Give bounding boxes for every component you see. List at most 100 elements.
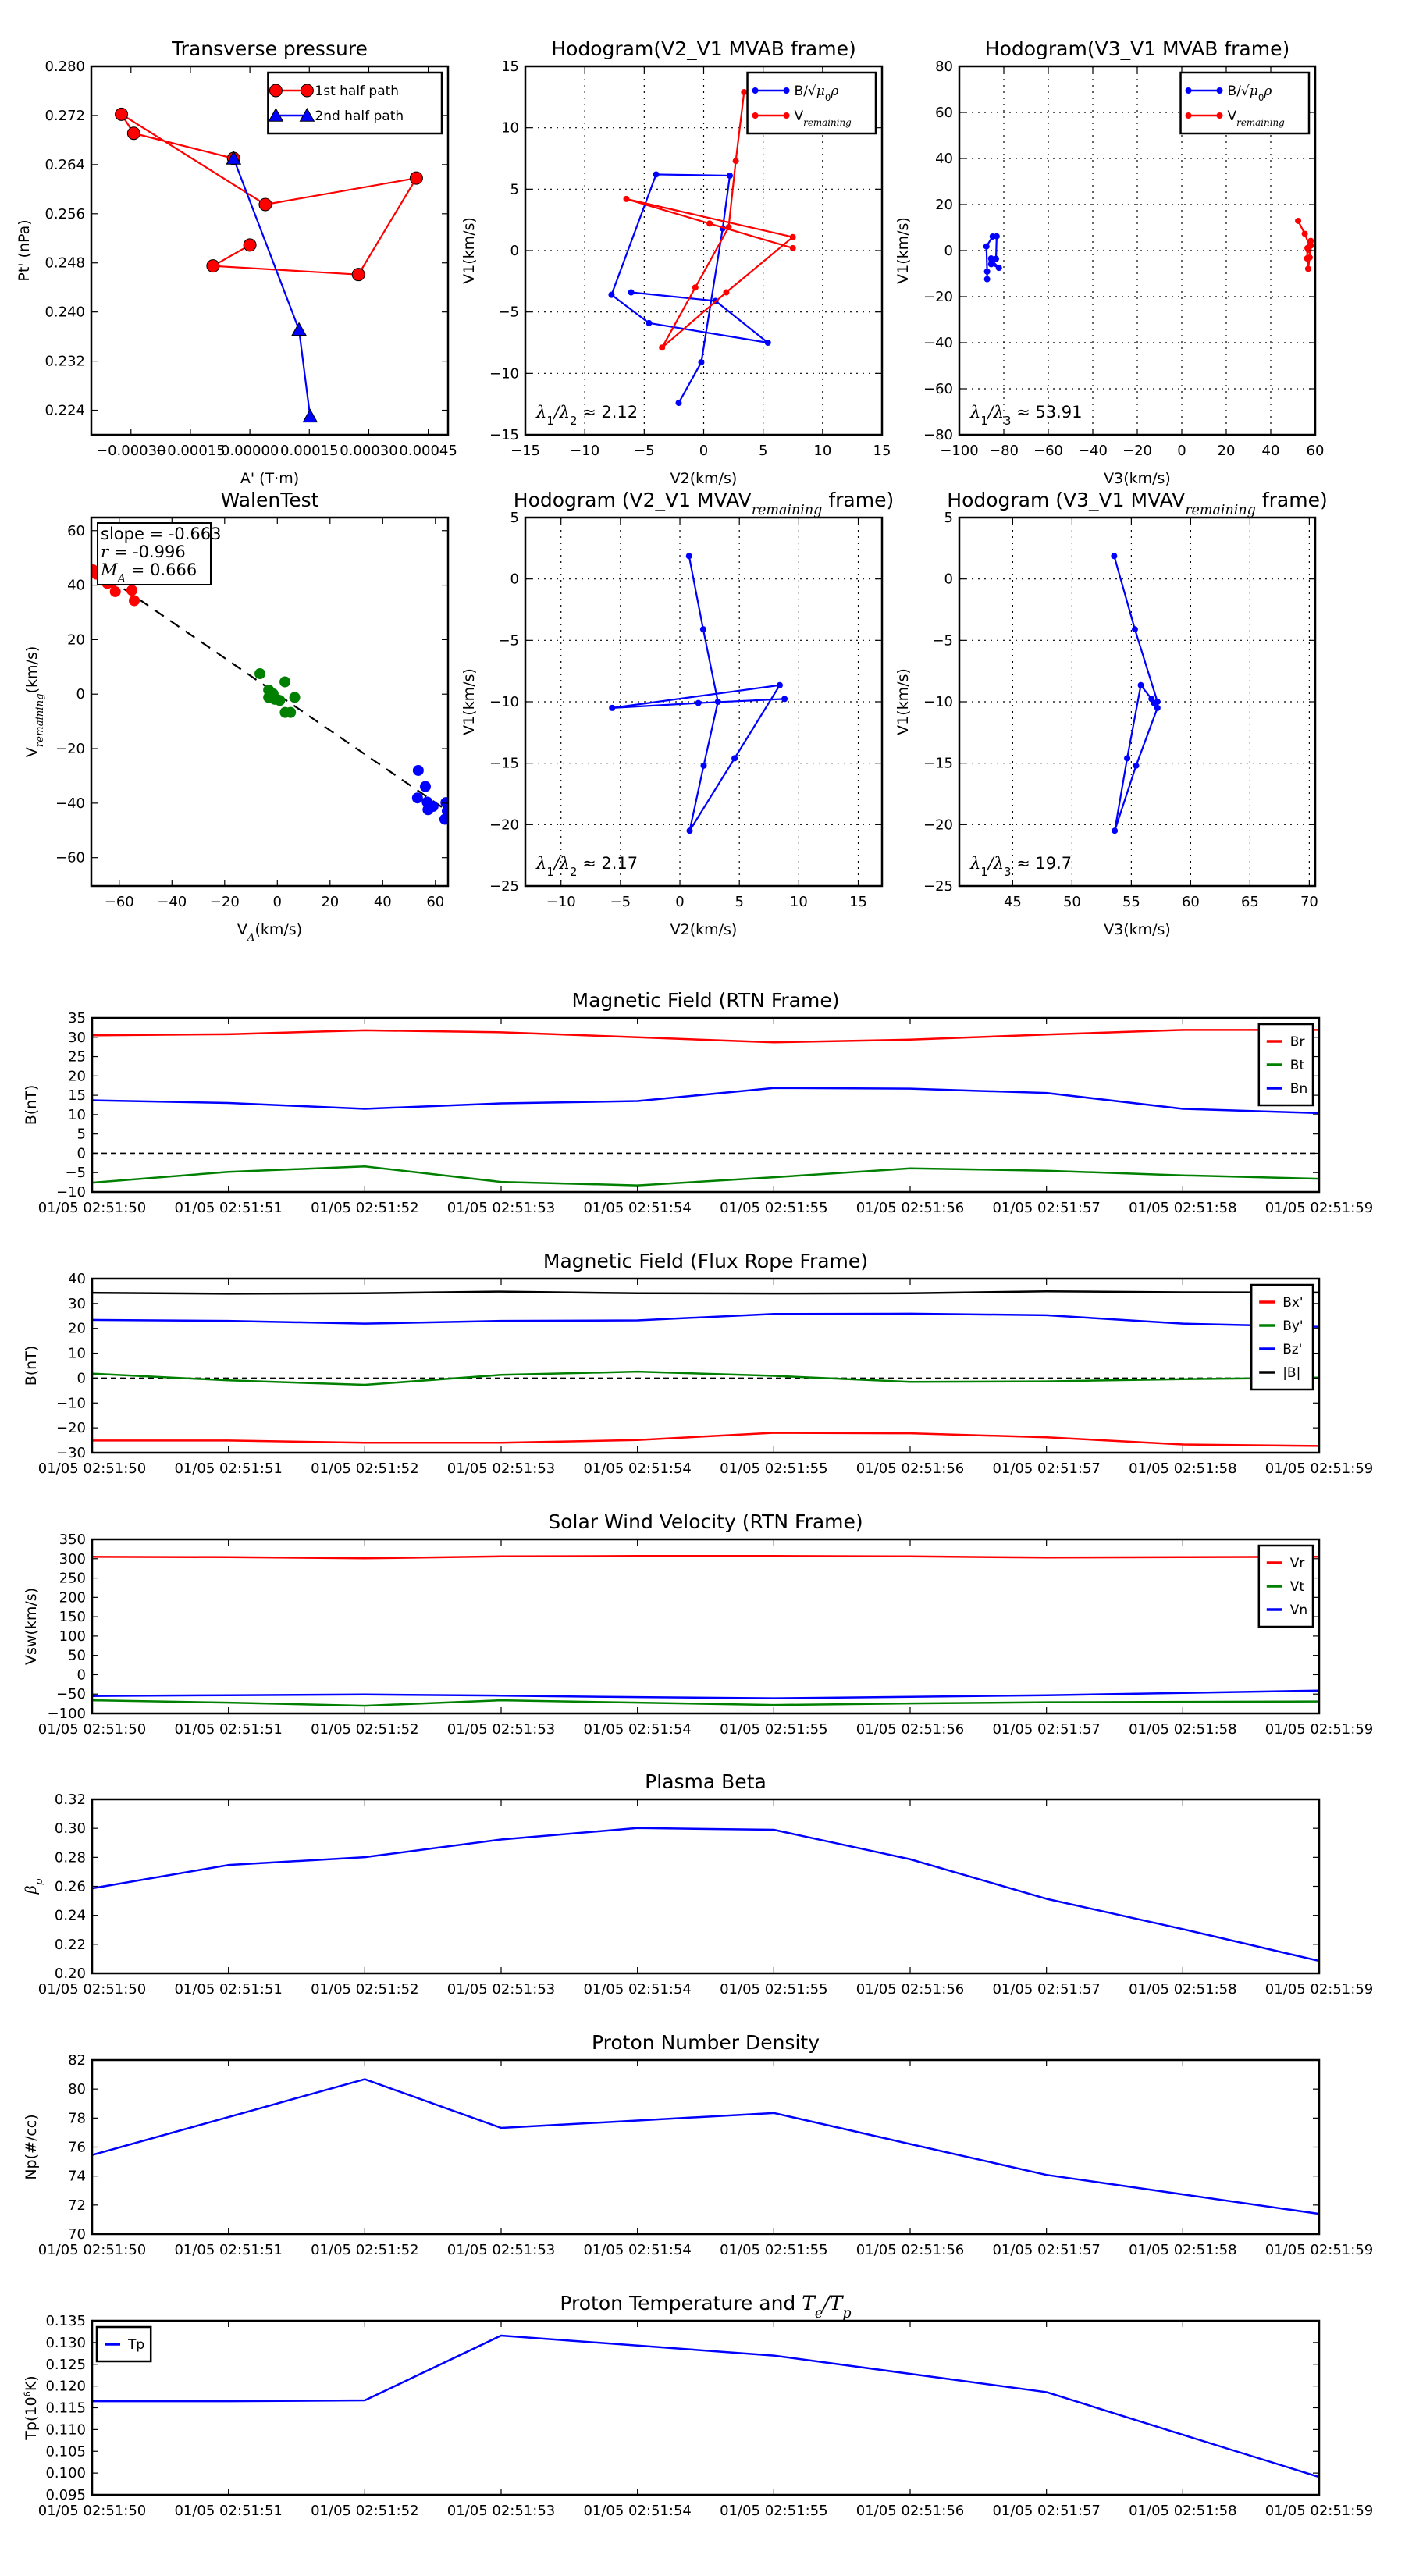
circle-marker	[279, 676, 291, 688]
legend-box	[267, 71, 443, 135]
x-tick-label: 01/05 02:51:54	[583, 1721, 691, 1738]
x-tick-label: 5	[759, 443, 767, 459]
chart-hodogram-v2-v1-mvab: −15 −10 −5 0 5 10 15−15−10−5051015Hodogram(V2_…	[461, 37, 891, 487]
series-0	[92, 1827, 1319, 1962]
y-tick-label: 0.30	[55, 1820, 86, 1837]
dot-marker	[983, 243, 990, 250]
y-axis-label: Tp(106K)	[22, 2375, 40, 2440]
circle-marker	[126, 126, 140, 141]
dot-marker	[714, 699, 721, 705]
circle-marker	[129, 595, 140, 607]
y-tick-label: 40	[67, 578, 85, 594]
dot-marker	[692, 284, 699, 291]
text-segment: = 0.666	[126, 560, 197, 579]
y-tick-label: 0.110	[45, 2421, 86, 2438]
text-segment: 2	[570, 866, 577, 879]
x-tick-label: 01/05 02:51:59	[1265, 1721, 1373, 1738]
y-tick-label: 300	[59, 1551, 86, 1567]
dot-marker	[608, 291, 615, 298]
plot-area	[92, 1029, 1319, 1187]
dot-marker	[1304, 265, 1311, 272]
series-0	[1111, 553, 1161, 834]
plot-area	[609, 553, 788, 834]
axes-frame	[90, 516, 450, 888]
dot-marker	[993, 233, 1000, 240]
text-segment: λ	[535, 403, 546, 422]
dot-marker	[725, 224, 732, 231]
series-line	[92, 1370, 1319, 1386]
x-tick-label: 0.00030	[340, 443, 397, 459]
x-tick-label: 60	[1182, 894, 1200, 910]
text-segment: K)	[23, 2375, 40, 2391]
series-0	[983, 233, 1002, 283]
x-tick-label: −10	[570, 443, 599, 459]
x-tick-label: 45	[1004, 894, 1022, 910]
legend-entry: |B|	[1259, 1365, 1300, 1381]
y-tick-label: 0	[77, 1667, 86, 1683]
x-tick-label: 0	[699, 443, 708, 459]
x-tick-label: 01/05 02:51:55	[720, 1461, 827, 1477]
text-segment: A	[116, 572, 126, 585]
triangle-marker	[299, 107, 315, 122]
circle-marker	[254, 668, 266, 680]
text-segment: V	[795, 109, 804, 124]
y-axis-label: βp	[23, 1878, 45, 1895]
legend-label: Br	[1290, 1034, 1305, 1050]
x-tick-label: −10	[546, 894, 576, 910]
x-axis: 01/05 02:51:50 01/05 02:51:51 01/05 02:51:…	[38, 2321, 1373, 2519]
y-axis-label: B(nT)	[23, 1346, 40, 1386]
axes-frame	[91, 1538, 1321, 1715]
x-tick-label: 01/05 02:51:58	[1129, 2503, 1236, 2519]
text-segment: ≈ 53.91	[1011, 403, 1082, 422]
dot-marker	[1216, 112, 1223, 119]
dot-marker	[699, 626, 706, 633]
eigenvalue-ratio-annotation: λ1/λ2 ≈ 2.12	[535, 403, 638, 428]
y-tick-label: 30	[68, 1296, 86, 1312]
y-axis: 0.20 0.22 0.24 0.26 0.28 0.30 0.32	[55, 1791, 1319, 1982]
legend: Vr Vt Vn	[1257, 1544, 1314, 1628]
x-axis: 01/05 02:51:50 01/05 02:51:51 01/05 02:51:…	[38, 1018, 1373, 1216]
x-tick-label: 01/05 02:51:56	[856, 1721, 964, 1738]
series-line	[92, 2078, 1319, 2215]
text-segment: /	[987, 403, 995, 422]
x-tick-label: 01/05 02:51:50	[38, 2503, 146, 2519]
legend: B/√μ0ρ Vremaining	[1179, 71, 1311, 135]
legend-entry: 1st half path	[269, 84, 399, 99]
text-segment: μ	[1250, 84, 1258, 99]
x-axis: 01/05 02:51:50 01/05 02:51:51 01/05 02:51:…	[38, 1279, 1373, 1477]
text-segment: /	[553, 854, 561, 873]
plot-area	[92, 2078, 1319, 2215]
dot-marker	[1305, 247, 1312, 254]
plot-area	[92, 2334, 1319, 2478]
triangle-marker	[291, 322, 307, 336]
text-segment: r	[101, 543, 110, 561]
x-tick-label: 5	[735, 894, 743, 910]
text-segment: 0	[825, 92, 831, 103]
text-segment: remaining	[1236, 117, 1285, 128]
y-tick-label: 0.28	[55, 1849, 86, 1866]
y-tick-label: 0.240	[44, 304, 85, 321]
y-tick-label: 0	[510, 571, 519, 588]
y-tick-label: 5	[510, 181, 519, 197]
chart-title: Hodogram (V3_V1 MVAVremaining frame)	[947, 489, 1327, 518]
x-tick-label: 01/05 02:51:57	[992, 1461, 1100, 1477]
y-tick-label: 40	[68, 1271, 86, 1287]
plot-area	[92, 1827, 1319, 1962]
dot-marker	[752, 87, 759, 94]
x-tick-label: −20	[210, 894, 240, 910]
y-tick-label: 35	[68, 1010, 86, 1026]
triangle-marker	[226, 150, 242, 165]
x-tick-label: 01/05 02:51:58	[1129, 1461, 1236, 1477]
y-tick-label: −25	[923, 878, 953, 895]
dot-marker	[783, 112, 790, 119]
x-tick-label: 01/05 02:51:55	[720, 1200, 827, 1216]
chart-title: Hodogram(V3_V1 MVAB frame)	[985, 37, 1289, 60]
y-tick-label: −80	[923, 427, 953, 443]
x-axis-label: A' (T·m)	[240, 470, 299, 487]
text-segment: e	[815, 2306, 823, 2322]
series-line	[92, 1290, 1319, 1295]
y-tick-label: −20	[923, 289, 953, 305]
legend-label: 1st half path	[315, 84, 399, 99]
text-segment: μ	[816, 84, 825, 99]
